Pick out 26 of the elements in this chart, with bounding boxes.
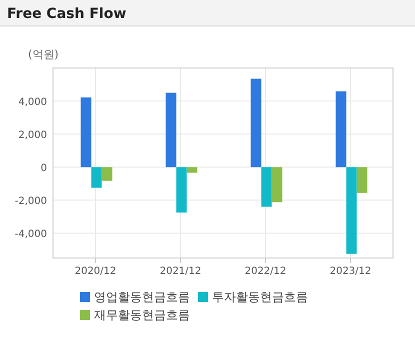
- y-tick-label: -4,000: [14, 229, 47, 240]
- bar: [250, 78, 262, 168]
- bar: [102, 167, 112, 181]
- bar: [80, 97, 92, 168]
- bar: [356, 167, 368, 193]
- x-tick-label: 2022/12: [244, 266, 286, 277]
- bar: [91, 167, 102, 188]
- bar: [166, 92, 176, 168]
- bar: [186, 167, 198, 173]
- bar: [336, 91, 346, 168]
- bar: [346, 167, 357, 254]
- y-tick-label: 0: [40, 163, 47, 174]
- y-axis-title: (억원): [28, 48, 59, 61]
- y-tick-label: -2,000: [14, 196, 47, 208]
- x-tick-label: 2021/12: [160, 266, 202, 277]
- bar: [261, 167, 272, 207]
- x-tick-label: 2023/12: [330, 266, 372, 277]
- bar: [176, 167, 187, 213]
- y-tick-label: 2,000: [18, 130, 47, 142]
- y-tick-label: 4,000: [18, 97, 47, 108]
- bar: [272, 167, 282, 202]
- legend-label: 투자활동현금흐름: [212, 290, 308, 304]
- legend-label: 영업활동현금흐름: [94, 290, 190, 304]
- legend-label: 재무활동현금흐름: [94, 308, 190, 322]
- chart-title: Free Cash Flow: [7, 6, 126, 22]
- x-tick-label: 2020/12: [74, 266, 116, 277]
